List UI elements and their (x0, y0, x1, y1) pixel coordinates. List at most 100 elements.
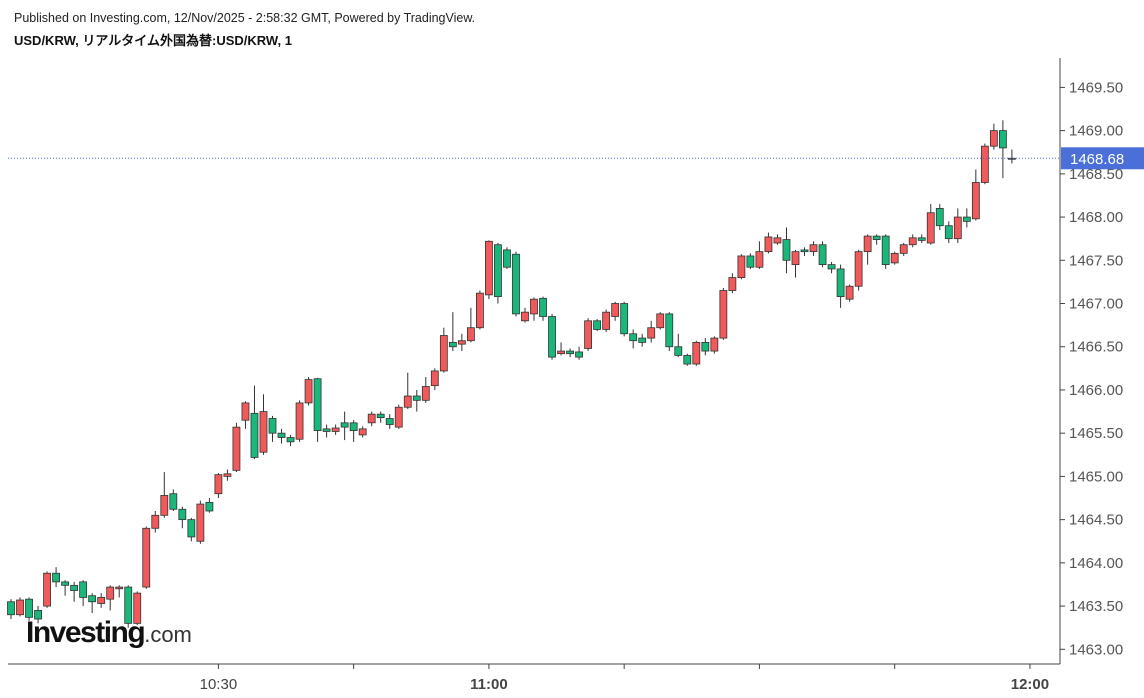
logo-suffix: .com (144, 622, 192, 647)
candle-body (61, 581, 70, 586)
y-tick-label: 1465.50 (1069, 425, 1123, 442)
candle-body (602, 311, 611, 330)
y-tick-label: 1469.50 (1069, 79, 1123, 96)
candle-body (322, 428, 331, 432)
candle-body (611, 303, 620, 317)
candle-body (34, 610, 42, 620)
y-tick-label: 1464.50 (1069, 512, 1123, 529)
candle-body (340, 422, 349, 428)
candle-body (881, 235, 890, 266)
candle-body (358, 428, 367, 436)
candle-body (457, 340, 466, 345)
candle-body (268, 418, 277, 434)
candle-body (800, 249, 809, 253)
candle-body (863, 235, 872, 253)
candle-body (944, 225, 953, 240)
candle-body (773, 237, 782, 244)
candle-body (466, 327, 475, 342)
candle-body (539, 297, 547, 317)
candle-body (25, 598, 33, 618)
candle-body (277, 432, 286, 438)
candle-body (890, 252, 899, 264)
candle-body (376, 413, 385, 419)
candle-body (7, 601, 15, 616)
candle-body (115, 586, 124, 590)
candle-body (683, 354, 692, 365)
y-tick-label: 1463.50 (1069, 598, 1123, 615)
candle-body (331, 427, 340, 432)
candle-body (836, 268, 845, 297)
candle-body (593, 320, 602, 330)
candle-body (475, 292, 484, 329)
candle-body (250, 412, 259, 458)
candle-body (367, 413, 376, 424)
candle-body (908, 237, 917, 246)
candle-body (638, 337, 647, 343)
candle-body (79, 581, 88, 598)
candle-body (755, 251, 764, 268)
x-tick-label: 12:00 (1011, 676, 1049, 693)
candle-body (385, 418, 394, 425)
candle-body (701, 342, 710, 352)
candle-body (989, 130, 998, 147)
candle-body (557, 350, 565, 355)
candle-body (512, 253, 520, 315)
candle-body (421, 386, 430, 401)
candle-body (43, 572, 51, 607)
candle-body (566, 350, 574, 355)
candle-body (935, 208, 944, 227)
candle-body (647, 327, 656, 339)
candle-body (169, 493, 178, 510)
candle-body (899, 244, 908, 254)
candle-body (430, 370, 439, 387)
candle-body (178, 508, 187, 521)
price-tag-label: 1468.68 (1070, 151, 1124, 168)
candle-body (962, 216, 971, 222)
x-tick-label: 11:00 (470, 676, 508, 693)
y-tick-label: 1466.00 (1069, 382, 1123, 399)
candle-body (494, 244, 502, 297)
candle-body (629, 333, 638, 342)
candle-body (674, 346, 683, 356)
candle-body (692, 342, 701, 365)
candle-body (575, 351, 583, 358)
candle-body (160, 495, 169, 516)
candle-body (584, 320, 593, 349)
candle-body (52, 572, 60, 583)
logo: Investing.com (26, 616, 192, 649)
candle-body (286, 437, 295, 443)
candle-body (295, 402, 304, 440)
candle-body (998, 130, 1007, 149)
candle-body (854, 251, 863, 287)
candle-body (196, 503, 205, 542)
y-tick-label: 1467.50 (1069, 252, 1123, 269)
candle-body (205, 501, 214, 512)
candle-body (70, 584, 79, 591)
candle-body (521, 311, 529, 322)
candle-body (980, 145, 989, 183)
candle-body (791, 251, 800, 266)
x-tick-label: 10:30 (200, 676, 238, 693)
candle-body (782, 239, 791, 261)
candle-body (827, 264, 836, 270)
y-tick-label: 1469.00 (1069, 123, 1123, 140)
y-tick-label: 1468.50 (1069, 166, 1123, 183)
candle-body (349, 422, 358, 431)
candle-body (917, 237, 926, 241)
candle-body (88, 595, 97, 603)
candle-body (232, 426, 241, 471)
candle-body (656, 313, 665, 329)
candle-body (485, 240, 493, 296)
candle-body (151, 514, 160, 529)
candle-body (412, 395, 421, 401)
candle-body (818, 244, 827, 266)
y-tick-label: 1464.00 (1069, 555, 1123, 572)
candle-body (313, 378, 322, 431)
candle-body (809, 244, 818, 253)
candle-body (971, 182, 980, 220)
price-tag (1061, 147, 1144, 170)
symbol-title: USD/KRW, リアルタイム外国為替:USD/KRW, 1 (14, 33, 292, 48)
candle-body (394, 406, 403, 428)
candle-body (16, 599, 24, 616)
